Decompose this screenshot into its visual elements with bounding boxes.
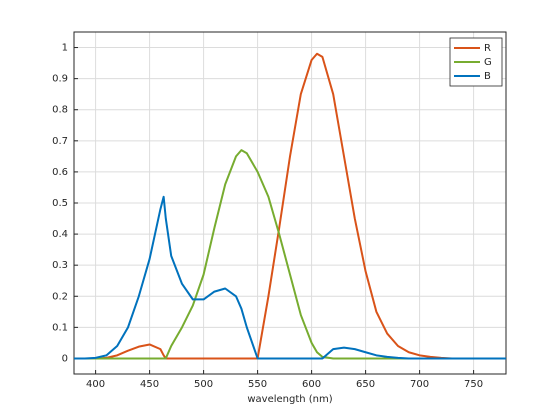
y-tick-label: 0 <box>62 353 68 364</box>
y-tick-label: 0.2 <box>52 291 68 302</box>
y-tick-label: 0.4 <box>52 229 68 240</box>
x-tick-label: 550 <box>248 379 267 390</box>
x-tick-label: 500 <box>194 379 213 390</box>
y-tick-label: 0.7 <box>52 136 68 147</box>
x-tick-label: 650 <box>356 379 375 390</box>
x-tick-label: 750 <box>464 379 483 390</box>
y-tick-label: 0.6 <box>52 167 68 178</box>
x-tick-label: 600 <box>302 379 321 390</box>
x-tick-label: 400 <box>86 379 105 390</box>
legend-label: R <box>484 43 491 54</box>
y-tick-label: 0.3 <box>52 260 68 271</box>
line-series <box>74 195 506 360</box>
x-tick-label: 700 <box>410 379 429 390</box>
y-tick-label: 1 <box>62 43 68 54</box>
legend-label: G <box>484 57 492 68</box>
y-tick-label: 0.1 <box>52 322 68 333</box>
axes-box <box>73 31 507 375</box>
x-axis-label: wavelength (nm) <box>247 394 332 405</box>
y-tick-label: 0.9 <box>52 74 68 85</box>
line-series <box>74 52 506 360</box>
x-tick-label: 450 <box>140 379 159 390</box>
legend-label: B <box>484 71 491 82</box>
y-tick-label: 0.5 <box>52 198 68 209</box>
y-tick-label: 0.8 <box>52 105 68 116</box>
